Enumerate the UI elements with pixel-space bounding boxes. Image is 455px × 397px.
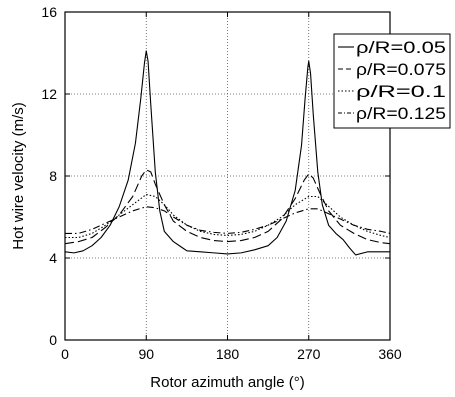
- y-tick-label: 16: [41, 4, 57, 20]
- legend-label: ρ/R=0.125: [356, 105, 446, 123]
- legend-label: ρ/R=0.075: [356, 61, 446, 79]
- series-line-2: [64, 169, 391, 245]
- tick-labels: 0 90 180 270 360 0 4 8 12 16: [41, 4, 401, 362]
- legend: ρ/R=0.05 ρ/R=0.075 ρ/R=0.1 ρ/R=0.125: [333, 33, 451, 129]
- legend-label: ρ/R=0.1: [356, 83, 446, 101]
- x-tick-label: 360: [378, 346, 402, 362]
- x-axis-label: Rotor azimuth angle (°): [150, 374, 304, 391]
- y-tick-label: 8: [49, 168, 57, 184]
- legend-label: ρ/R=0.05: [356, 39, 446, 57]
- y-tick-label: 12: [41, 86, 57, 102]
- series-lines: [64, 50, 391, 256]
- x-tick-label: 0: [61, 346, 69, 362]
- y-tick-label: 4: [49, 250, 57, 266]
- grid-lines: [65, 12, 390, 340]
- x-tick-label: 90: [138, 346, 154, 362]
- series-line-4: [65, 206, 391, 234]
- x-tick-label: 270: [297, 346, 321, 362]
- y-axis-label: Hot wire velocity (m/s): [10, 102, 27, 250]
- y-tick-label: 0: [49, 332, 57, 348]
- legend-box: [333, 33, 451, 129]
- x-tick-label: 180: [216, 346, 240, 362]
- axis-ticks: [64, 11, 391, 341]
- series-line-1: [64, 50, 390, 256]
